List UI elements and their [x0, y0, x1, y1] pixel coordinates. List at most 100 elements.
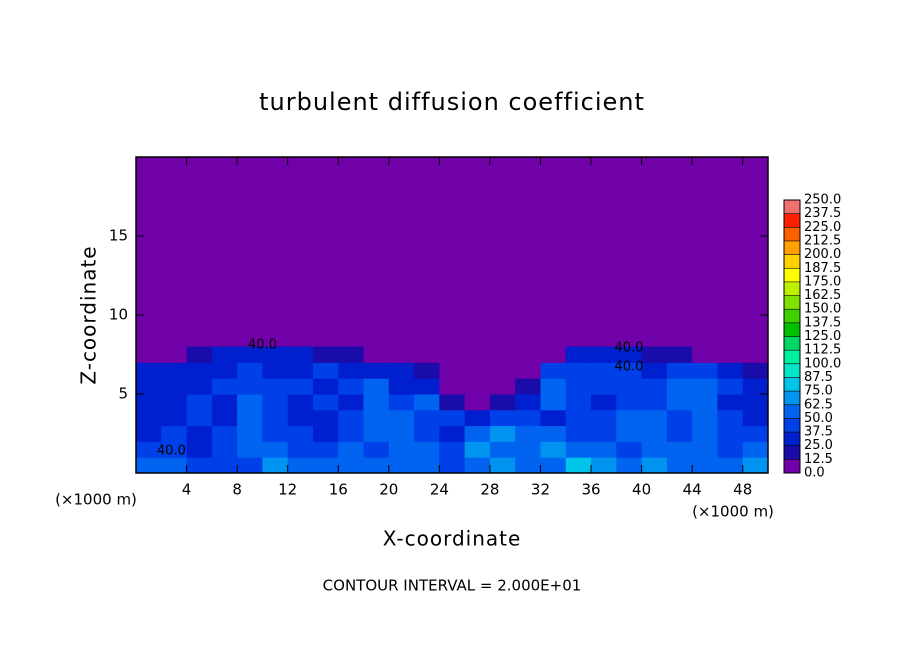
heat-cell [312, 378, 339, 395]
heat-cell [211, 457, 238, 474]
heat-cell [262, 425, 289, 442]
contour-label: 40.0 [248, 338, 277, 353]
heat-cell [717, 378, 744, 395]
colorbar-bin [784, 418, 800, 433]
heat-cell [287, 425, 314, 442]
heat-cell [616, 409, 643, 427]
colorbar-label: 37.5 [804, 425, 833, 440]
heat-cell [262, 409, 289, 427]
heat-cell [161, 378, 188, 395]
colorbar-bin [784, 227, 800, 241]
heat-cell [136, 394, 162, 411]
colorbar-label: 50.0 [804, 411, 833, 426]
heat-cell [540, 409, 567, 427]
heat-cell [616, 378, 643, 395]
colorbar-bin [784, 281, 800, 296]
heat-cell [540, 457, 567, 474]
heat-cell [186, 362, 213, 379]
heat-cell [464, 425, 491, 442]
colorbar-bin [784, 295, 800, 310]
heat-cell [464, 457, 491, 474]
x-tick-label: 44 [683, 481, 702, 499]
heat-cell [338, 409, 365, 427]
heat-cell [565, 441, 592, 458]
heat-cell [641, 394, 668, 411]
heat-cell [717, 362, 744, 379]
colorbar-label: 200.0 [804, 247, 841, 262]
heat-cell [515, 441, 541, 458]
heat-cell [262, 457, 289, 474]
heat-cell [136, 441, 162, 458]
heat-cell [515, 346, 541, 363]
heat-cell [237, 441, 263, 458]
footer: CONTOUR INTERVAL = 2.000E+01 [323, 577, 582, 595]
heat-cell [616, 457, 643, 474]
heat-cell [287, 394, 314, 411]
heat-cell [565, 409, 592, 427]
heat-cell [565, 394, 592, 411]
colorbar-label: 225.0 [804, 220, 841, 235]
heat-cell [388, 378, 415, 395]
heat-cell [136, 425, 162, 442]
heat-cell [338, 362, 365, 379]
heat-cell [717, 394, 744, 411]
heat-cell [186, 378, 213, 395]
heat-cell [338, 346, 365, 363]
x-tick-label: 36 [581, 481, 600, 499]
heat-cell [211, 378, 238, 395]
colorbar-label: 100.0 [804, 356, 841, 371]
heat-cell [388, 394, 415, 411]
heat-cell [717, 441, 744, 458]
heat-cell [363, 457, 390, 474]
heat-cell [742, 362, 769, 379]
colorbar-label: 12.5 [804, 452, 833, 467]
colorbar-label: 75.0 [804, 384, 833, 399]
colorbar-label: 250.0 [804, 193, 841, 208]
heat-cell [717, 425, 744, 442]
x-tick-label: 8 [232, 481, 242, 499]
heat-cell [591, 346, 617, 363]
heat-cell [540, 378, 567, 395]
heat-cell [287, 409, 314, 427]
contour-label: 40.0 [157, 443, 186, 458]
heat-cell [287, 441, 314, 458]
colorbar-bin [784, 322, 800, 337]
heat-cell [312, 394, 339, 411]
heat-cell [237, 378, 263, 395]
heat-cell [211, 362, 238, 379]
heat-cell [414, 378, 440, 395]
contour-label: 40.0 [614, 341, 643, 356]
colorbar-bin [784, 268, 800, 282]
heat-cell [338, 441, 365, 458]
x-tick-label: 40 [632, 481, 651, 499]
heat-cell [262, 362, 289, 379]
x-unit: (×1000 m) [692, 503, 774, 521]
heat-cell [464, 441, 491, 458]
colorbar-label: 237.5 [804, 206, 841, 221]
heat-cell [742, 457, 769, 474]
heat-cell [414, 425, 440, 442]
heat-cell [237, 346, 263, 363]
colorbar-label: 175.0 [804, 274, 841, 289]
colorbar-label: 112.5 [804, 343, 841, 358]
x-tick-label: 16 [329, 481, 348, 499]
heat-cell [489, 346, 516, 363]
heat-cell [616, 346, 643, 363]
heat-cell [717, 457, 744, 474]
heat-cell [237, 457, 263, 474]
heat-cell [237, 409, 263, 427]
heat-cell [237, 394, 263, 411]
heat-cell [489, 425, 516, 442]
colorbar-label: 187.5 [804, 261, 841, 276]
heat-cell [565, 457, 592, 474]
heat-cell [136, 409, 162, 427]
y-axis-label: Z-coordinate [77, 245, 101, 384]
heat-cell [237, 362, 263, 379]
heat-cell [464, 362, 491, 379]
heat-cell [540, 362, 567, 379]
heat-cell [136, 346, 162, 363]
heat-cell [742, 394, 769, 411]
heat-cell [414, 346, 440, 363]
heat-cell [641, 362, 668, 379]
heat-cell [363, 441, 390, 458]
